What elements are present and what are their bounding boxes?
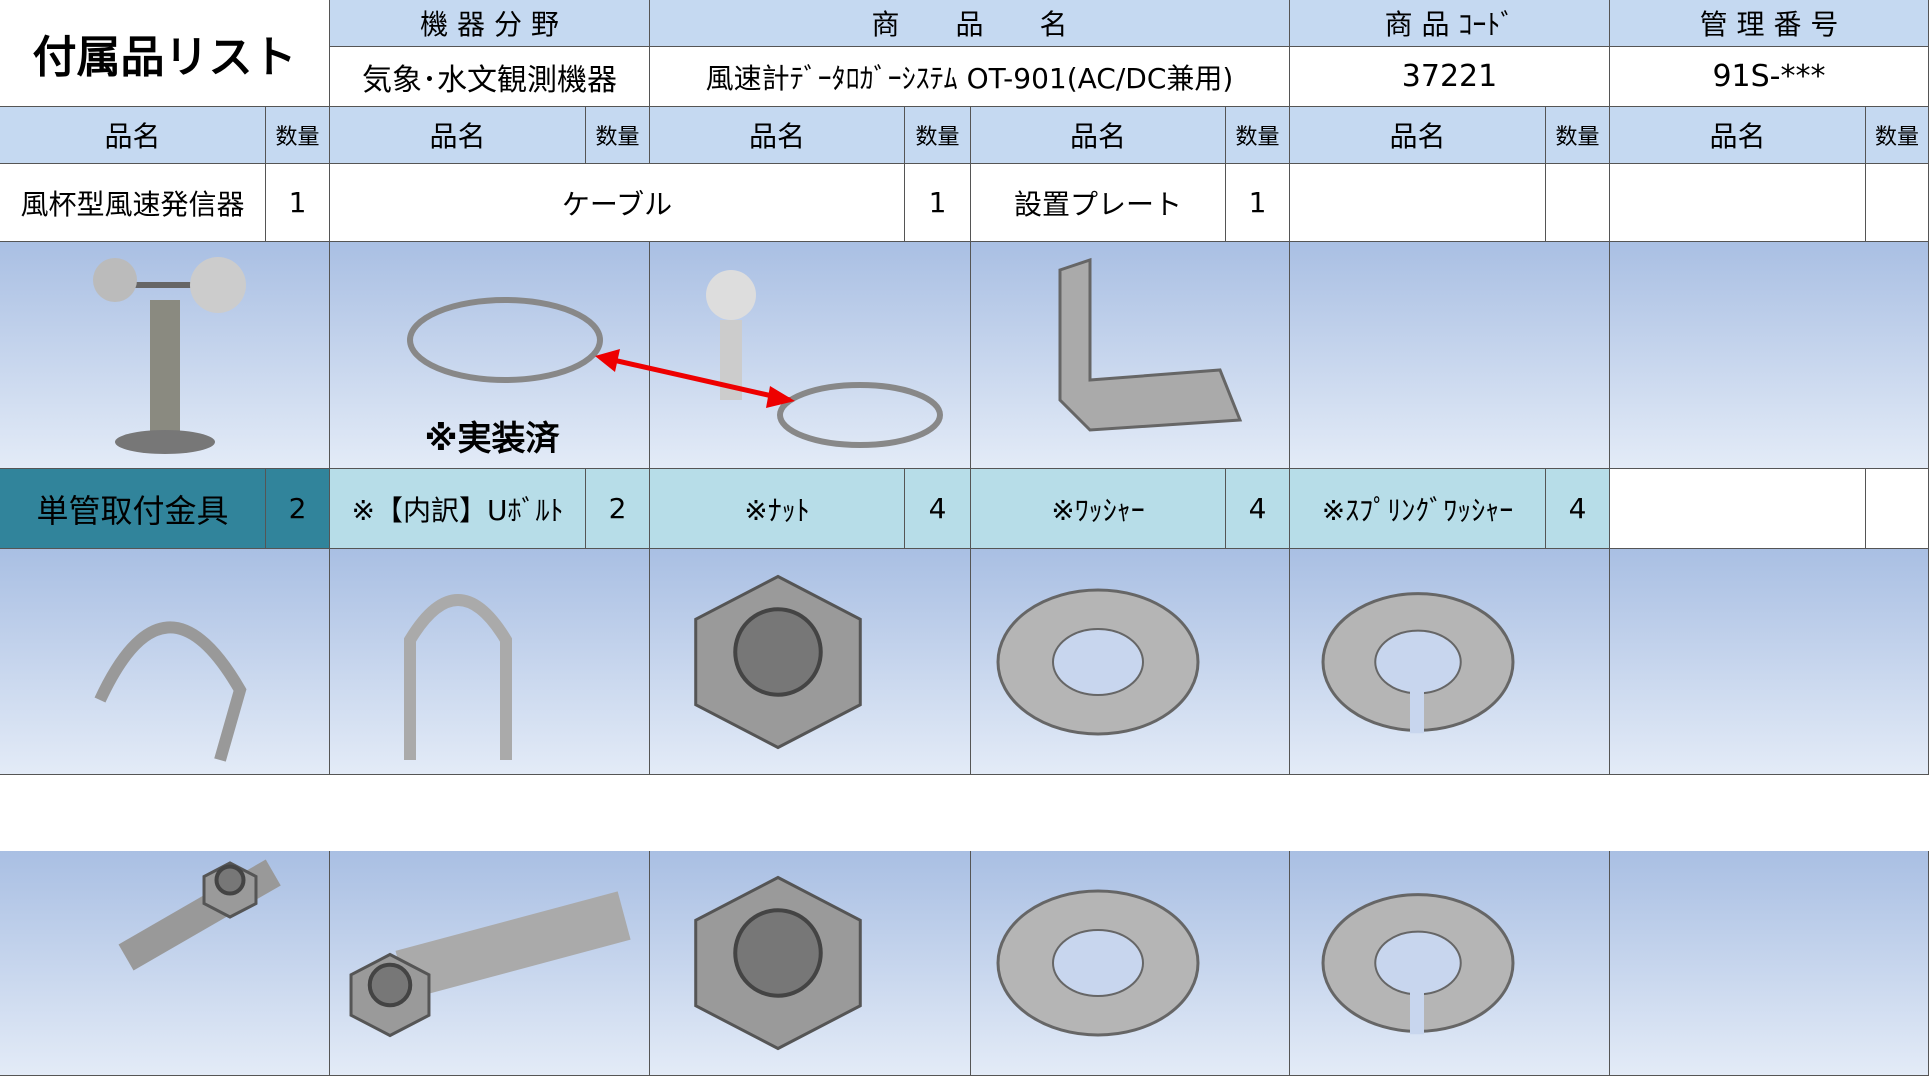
u-bolt bbox=[94, 621, 247, 762]
header-value: 91S-*** bbox=[1610, 47, 1929, 107]
header-label: 商 品 ｺｰﾄﾞ bbox=[1290, 0, 1610, 47]
base bbox=[115, 430, 215, 454]
part-name: ※ﾜｯｼｬｰ bbox=[971, 469, 1226, 549]
image-cell bbox=[971, 242, 1290, 469]
item-qty: 1 bbox=[905, 164, 971, 242]
nut-hole bbox=[733, 607, 823, 697]
nut-hole bbox=[733, 908, 823, 998]
column-header: 品名 bbox=[0, 107, 266, 164]
image-note: ※実装済 bbox=[424, 419, 560, 459]
column-header: 品名 bbox=[1610, 107, 1866, 164]
washer-split bbox=[1410, 690, 1424, 734]
column-header: 数量 bbox=[586, 107, 650, 164]
item-name: 設置プレート bbox=[971, 164, 1226, 242]
mast bbox=[150, 300, 180, 440]
part-qty: 2 bbox=[586, 469, 650, 549]
image-cell bbox=[1290, 242, 1610, 469]
washer-split bbox=[1410, 991, 1424, 1035]
image-cell bbox=[1610, 549, 1929, 775]
arrowhead bbox=[766, 386, 795, 408]
empty-cell bbox=[1546, 164, 1610, 242]
washer-hole bbox=[1374, 930, 1462, 996]
cup bbox=[706, 270, 756, 320]
part-qty: 4 bbox=[1546, 469, 1610, 549]
header-label: 管 理 番 号 bbox=[1610, 0, 1929, 47]
column-header: 数量 bbox=[1546, 107, 1610, 164]
header-label: 商 品 名 bbox=[650, 0, 1290, 47]
item-name: 風杯型風速発信器 bbox=[0, 164, 266, 242]
empty-cell bbox=[1610, 469, 1866, 549]
column-header: 数量 bbox=[266, 107, 330, 164]
image-cell bbox=[650, 242, 971, 469]
washer-hole bbox=[1374, 629, 1462, 695]
plate bbox=[1058, 257, 1243, 432]
group-qty: 2 bbox=[266, 469, 330, 549]
arrow bbox=[599, 354, 791, 403]
empty-cell bbox=[1610, 164, 1866, 242]
part-qty: 4 bbox=[1226, 469, 1290, 549]
header-value: 気象･水文観測機器 bbox=[330, 47, 650, 107]
mast bbox=[720, 320, 742, 400]
empty-cell bbox=[1866, 469, 1929, 549]
u-bolt bbox=[404, 594, 512, 760]
image-cell bbox=[330, 549, 650, 775]
part-name: ※ｽﾌﾟﾘﾝｸﾞﾜｯｼｬｰ bbox=[1290, 469, 1546, 549]
column-header: 品名 bbox=[650, 107, 905, 164]
nut-hole bbox=[367, 962, 413, 1008]
column-header: 品名 bbox=[1290, 107, 1546, 164]
header-value: 37221 bbox=[1290, 47, 1610, 107]
item-qty: 1 bbox=[1226, 164, 1290, 242]
empty-cell bbox=[1290, 164, 1546, 242]
cable bbox=[777, 382, 943, 448]
part-name: ※ﾅｯﾄ bbox=[650, 469, 905, 549]
header-label: 機 器 分 野 bbox=[330, 0, 650, 47]
group-name: 単管取付金具 bbox=[0, 469, 266, 549]
column-header: 品名 bbox=[330, 107, 586, 164]
column-header: 数量 bbox=[1226, 107, 1290, 164]
image-cell bbox=[0, 549, 330, 775]
cup bbox=[190, 257, 246, 313]
column-header: 数量 bbox=[1866, 107, 1929, 164]
header-value: 風速計ﾃﾞｰﾀﾛｶﾞｰｼｽﾃﾑ OT-901(AC/DC兼用) bbox=[650, 47, 1290, 107]
washer-hole bbox=[1052, 628, 1144, 696]
title: 付属品リスト bbox=[0, 0, 330, 107]
image-cell bbox=[1610, 242, 1929, 469]
column-header: 品名 bbox=[971, 107, 1226, 164]
bolt bbox=[395, 891, 631, 1000]
item-name: ケーブル bbox=[330, 164, 905, 242]
nut-hole bbox=[214, 864, 246, 896]
item-qty: 1 bbox=[266, 164, 330, 242]
column-header: 数量 bbox=[905, 107, 971, 164]
washer-hole bbox=[1052, 929, 1144, 997]
cup bbox=[93, 258, 137, 302]
arrowhead bbox=[595, 349, 620, 372]
part-name: ※【内訳】Uﾎﾞﾙﾄ bbox=[330, 469, 586, 549]
part-qty: 4 bbox=[905, 469, 971, 549]
cable bbox=[407, 297, 603, 383]
